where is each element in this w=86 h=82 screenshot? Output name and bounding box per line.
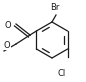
Text: Cl: Cl bbox=[58, 68, 66, 77]
Text: Br: Br bbox=[50, 2, 59, 11]
Text: O: O bbox=[5, 21, 11, 31]
Text: O: O bbox=[4, 41, 10, 50]
